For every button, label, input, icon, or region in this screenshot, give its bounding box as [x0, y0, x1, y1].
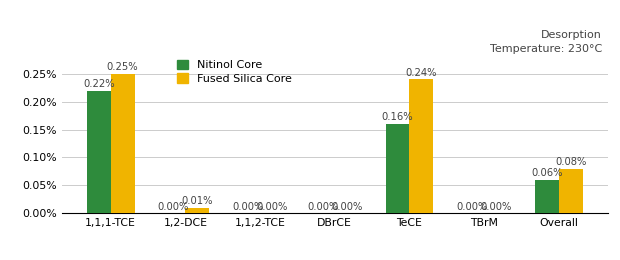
Text: 0.08%: 0.08% [555, 157, 587, 167]
Text: 0.00%: 0.00% [480, 202, 512, 212]
Text: 0.00%: 0.00% [456, 202, 488, 212]
Text: 0.00%: 0.00% [157, 202, 189, 212]
Bar [559, 169, 583, 213]
Bar [87, 91, 111, 213]
Text: 0.24%: 0.24% [405, 68, 437, 78]
Bar [386, 124, 409, 213]
Bar [535, 180, 559, 213]
Bar [409, 80, 433, 213]
Text: 0.01%: 0.01% [182, 196, 213, 206]
Text: 0.00%: 0.00% [331, 202, 363, 212]
Text: 0.06%: 0.06% [531, 168, 563, 178]
Text: 0.22%: 0.22% [83, 79, 115, 89]
Text: 0.00%: 0.00% [256, 202, 288, 212]
Text: Desorption
Temperature: 230°C: Desorption Temperature: 230°C [490, 30, 602, 54]
Text: 0.16%: 0.16% [382, 113, 414, 122]
Text: 0.25%: 0.25% [107, 62, 138, 72]
Bar [111, 74, 135, 213]
Legend: Nitinol Core, Fused Silica Core: Nitinol Core, Fused Silica Core [177, 60, 291, 84]
Bar [185, 208, 210, 213]
Text: 0.00%: 0.00% [307, 202, 339, 212]
Text: 0.00%: 0.00% [232, 202, 264, 212]
